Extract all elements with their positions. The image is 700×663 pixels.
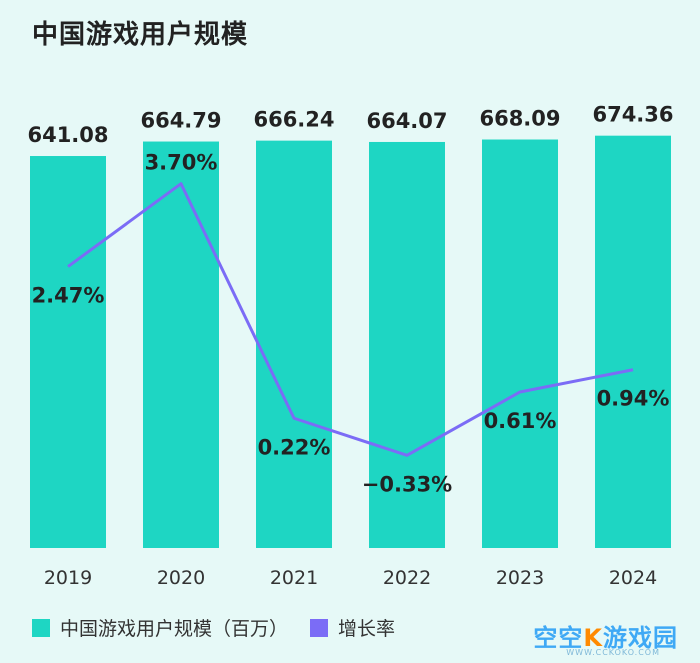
legend-label-line: 增长率	[338, 618, 396, 640]
legend-swatch-bar	[32, 618, 50, 637]
bar-2024	[595, 135, 671, 548]
watermark-k: K	[583, 624, 603, 652]
chart-title: 中国游戏用户规模	[32, 20, 249, 50]
watermark-part1: 空空	[533, 624, 584, 652]
x-tick-2023: 2023	[496, 567, 544, 589]
line-label-2020: 3.70%	[145, 151, 218, 175]
bar-2023	[482, 139, 558, 548]
x-tick-2024: 2024	[609, 567, 657, 589]
bar-label-2024: 674.36	[592, 103, 673, 127]
legend-item-bar: 中国游戏用户规模（百万）	[32, 614, 288, 641]
bar-label-2022: 664.07	[366, 109, 447, 133]
line-label-2021: 0.22%	[258, 435, 331, 459]
line-label-2022: −0.33%	[362, 472, 452, 496]
legend: 中国游戏用户规模（百万） 增长率	[32, 614, 417, 641]
line-label-2019: 2.47%	[32, 284, 105, 308]
watermark-url: WWW.CCKOKO.COM	[566, 648, 660, 657]
x-tick-2021: 2021	[270, 567, 318, 589]
line-label-2024: 0.94%	[597, 387, 670, 411]
bar-label-2019: 641.08	[27, 123, 108, 147]
bar-2022	[369, 141, 445, 548]
growth-line	[67, 182, 634, 457]
legend-swatch-line	[310, 618, 329, 637]
bar-2019	[30, 156, 106, 548]
x-tick-2020: 2020	[157, 567, 205, 589]
legend-item-line: 增长率	[310, 614, 395, 641]
x-tick-2019: 2019	[44, 567, 92, 589]
bar-label-2021: 666.24	[253, 108, 334, 132]
watermark-part2: 游戏园	[603, 624, 678, 652]
bar-2021	[256, 140, 332, 548]
x-tick-2022: 2022	[383, 567, 431, 589]
bar-label-2020: 664.79	[140, 109, 221, 133]
bar-2020	[143, 141, 219, 549]
line-label-2023: 0.61%	[484, 409, 557, 433]
bar-label-2023: 668.09	[479, 107, 560, 131]
legend-label-bar: 中国游戏用户规模（百万）	[60, 618, 289, 640]
watermark-logo: 空空K游戏园	[533, 618, 678, 653]
